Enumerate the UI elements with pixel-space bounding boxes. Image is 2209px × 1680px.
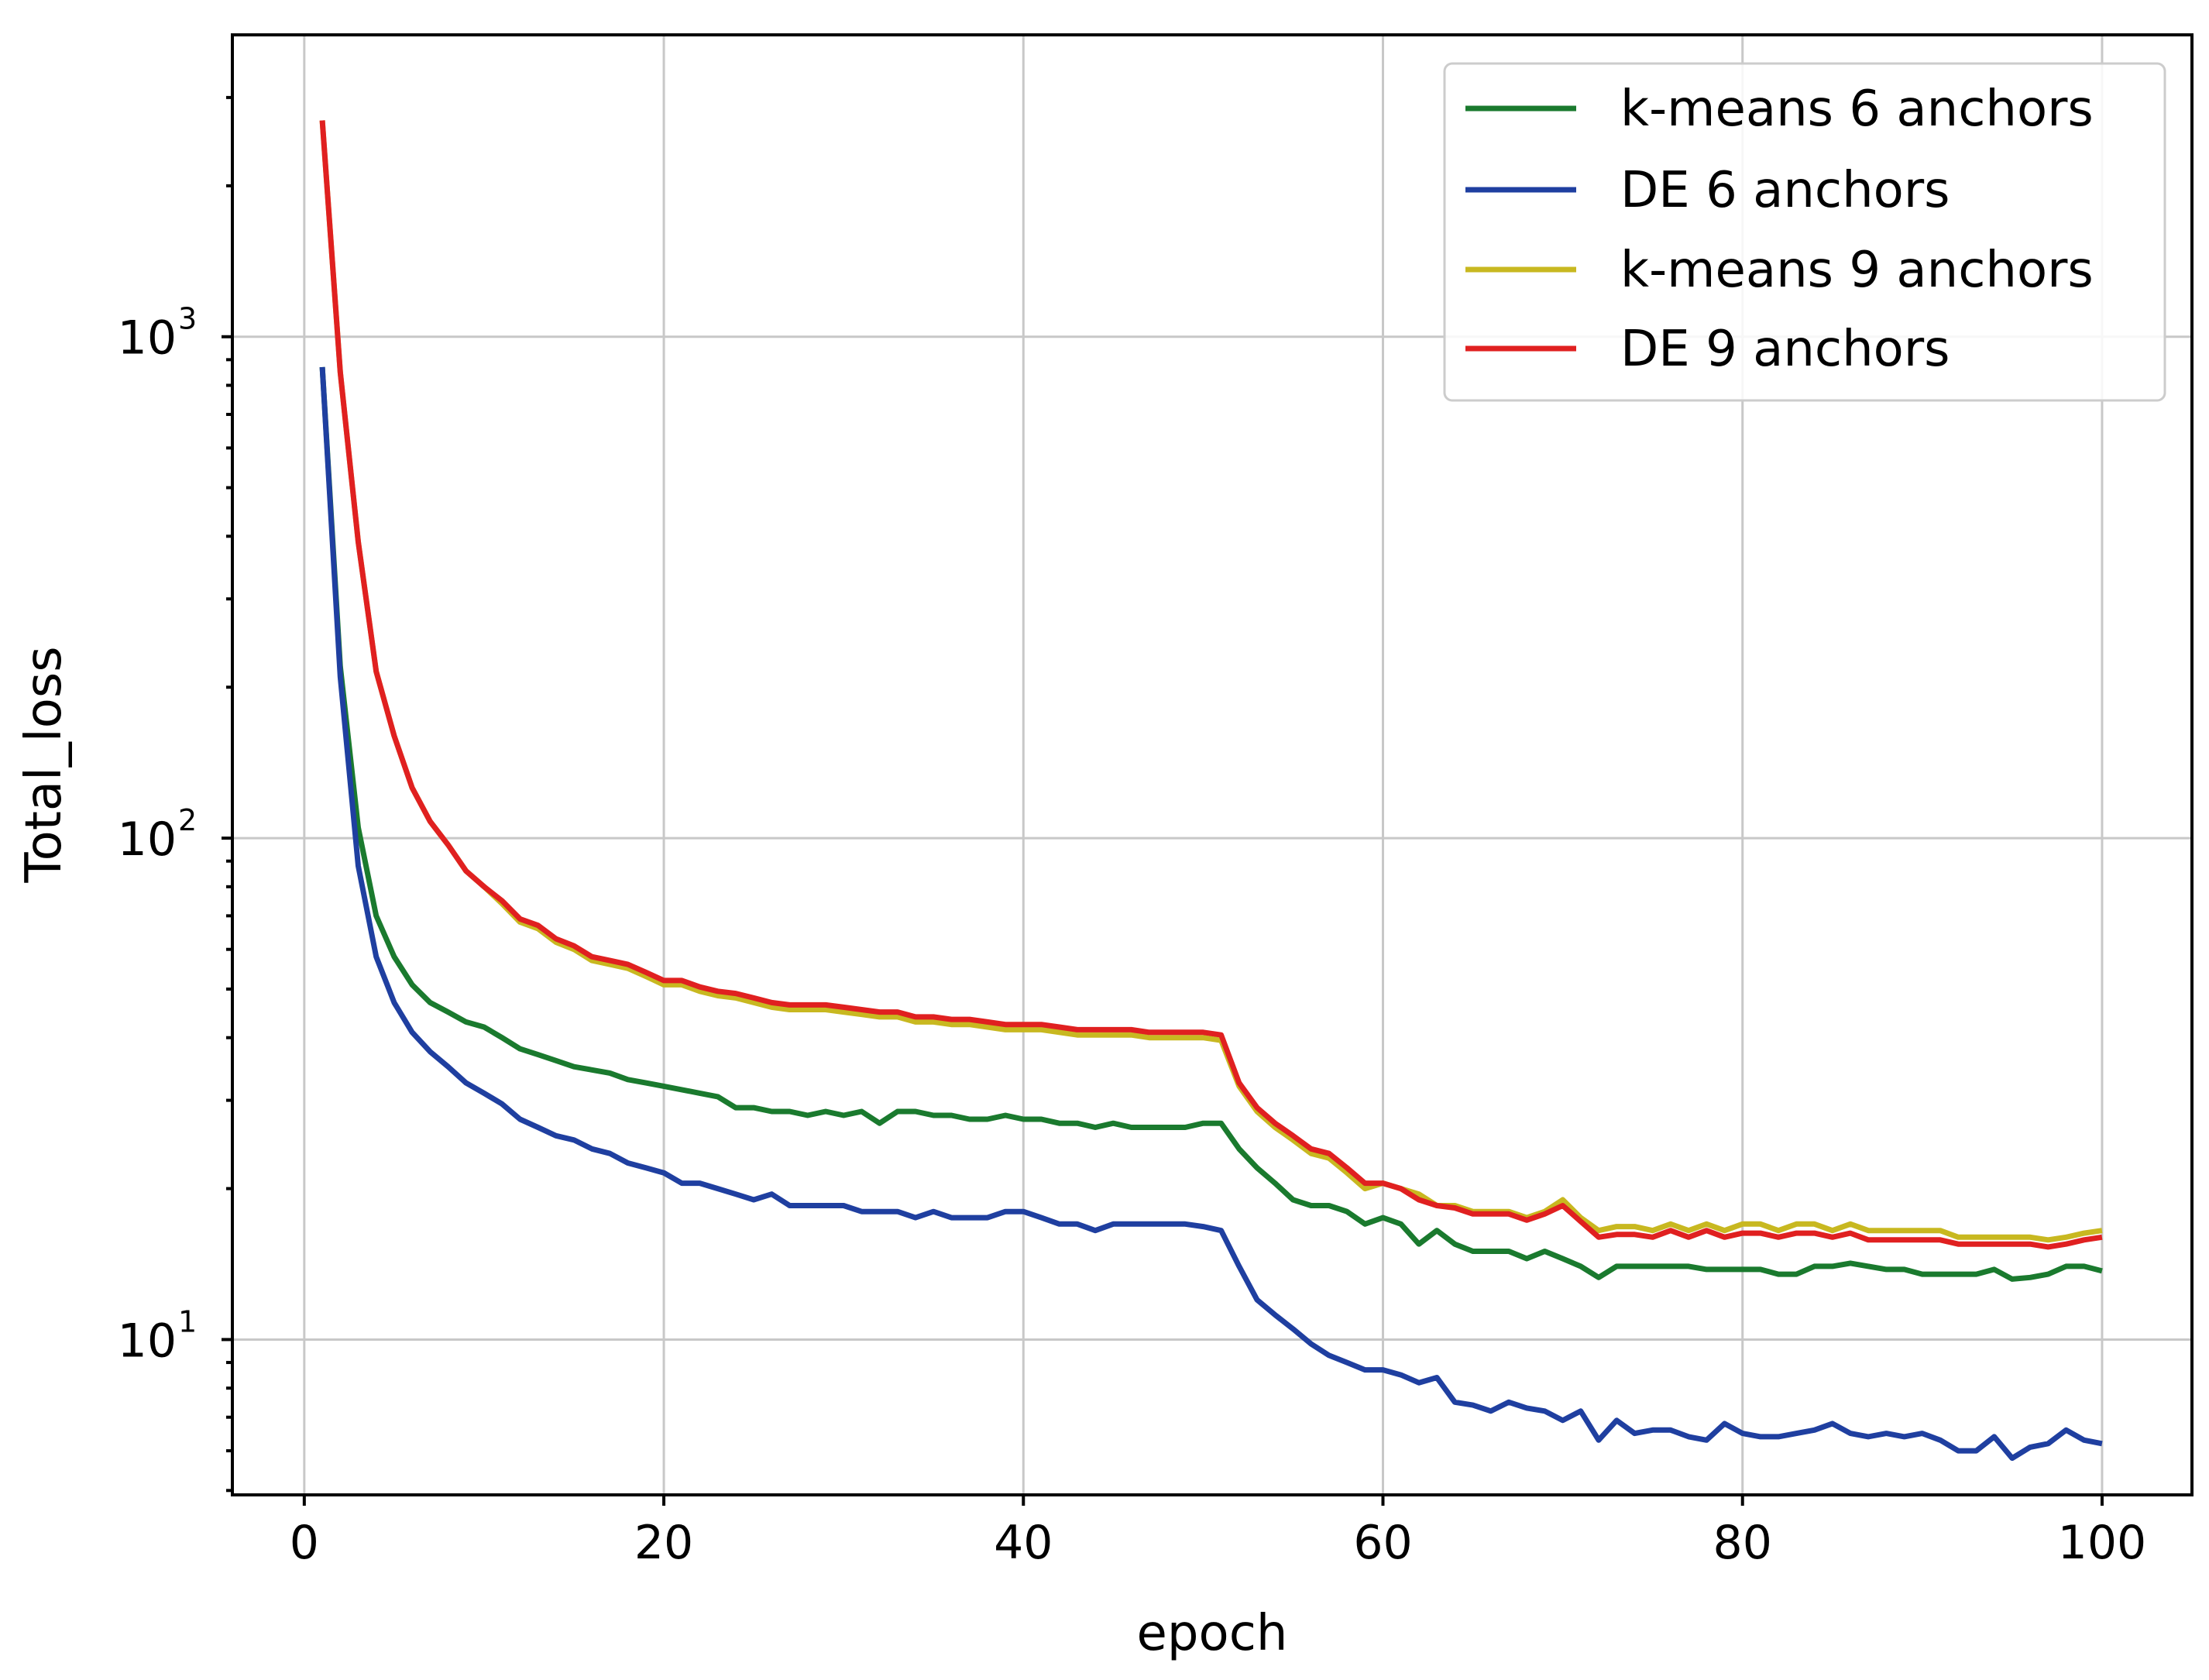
- y-tick-exponent: 2: [178, 803, 197, 837]
- y-tick-label: 10: [118, 311, 177, 366]
- x-tick-label: 40: [994, 1516, 1053, 1570]
- x-tick-label: 20: [634, 1516, 693, 1570]
- legend: k-means 6 anchors DE 6 anchors k-means 9…: [1443, 62, 2166, 402]
- legend-label-de-9: DE 9 anchors: [1620, 321, 1950, 378]
- x-tick-label: 100: [2058, 1516, 2147, 1570]
- legend-label-de-6: DE 6 anchors: [1620, 162, 1950, 219]
- plot-frame: [231, 33, 2194, 1496]
- y-tick-exponent: 1: [178, 1304, 197, 1338]
- x-tick-label: 0: [290, 1516, 319, 1570]
- series-line-k-means-6-anchors: [319, 366, 2103, 1282]
- series-line-k-means-9-anchors: [319, 120, 2103, 1243]
- x-axis-title: epoch: [1137, 1605, 1288, 1662]
- series-line-de-9-anchors: [319, 120, 2103, 1250]
- y-tick-label: 10: [118, 813, 177, 867]
- series-layer: [319, 120, 2103, 1462]
- grid: [232, 35, 2192, 1495]
- legend-label-kmeans-9: k-means 9 anchors: [1620, 242, 2094, 299]
- y-tick-exponent: 3: [178, 302, 197, 336]
- y-tick-label: 10: [118, 1314, 177, 1368]
- x-tick-label: 80: [1713, 1516, 1772, 1570]
- legend-label-kmeans-6: k-means 6 anchors: [1620, 81, 2094, 138]
- x-tick-label: 60: [1353, 1516, 1412, 1570]
- y-axis-title: Total_loss: [15, 646, 73, 883]
- legend-box: [1443, 62, 2166, 402]
- series-line-de-6-anchors: [319, 366, 2103, 1462]
